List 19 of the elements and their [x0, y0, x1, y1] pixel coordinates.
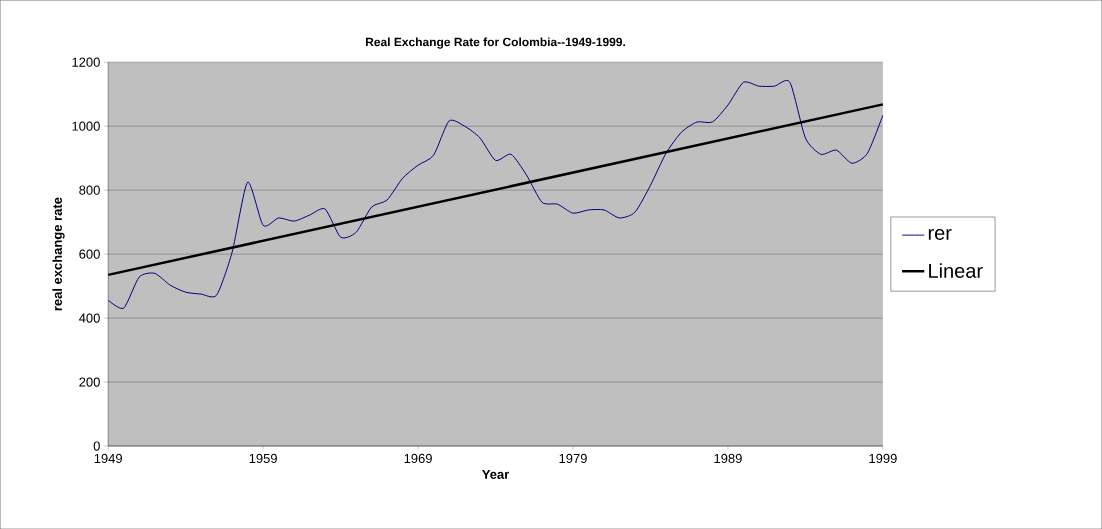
chart-title: Real Exchange Rate for Colombia--1949-1999. — [365, 37, 626, 49]
y-tick-label: 1200 — [72, 57, 100, 67]
x-tick-label: 1949 — [94, 453, 122, 463]
x-tick-label: 1969 — [404, 453, 432, 463]
x-tick-label: 1999 — [869, 453, 897, 463]
legend-label: rer — [928, 228, 952, 240]
y-tick-label: 0 — [93, 441, 100, 451]
x-tick-label: 1959 — [249, 453, 277, 463]
x-axis-title: Year — [482, 469, 510, 479]
x-tick-label: 1989 — [714, 453, 742, 463]
y-tick-label: 400 — [78, 313, 100, 323]
y-axis-title: real exchange rate — [52, 197, 65, 311]
y-tick-label: 800 — [79, 185, 100, 195]
legend-label: Linear — [929, 263, 983, 278]
y-tick-label: 200 — [79, 377, 100, 387]
line-series — [107, 80, 884, 309]
y-tick-label: 1000 — [72, 121, 100, 131]
y-tick-label: 600 — [79, 249, 100, 259]
x-tick-label: 1979 — [559, 453, 587, 463]
